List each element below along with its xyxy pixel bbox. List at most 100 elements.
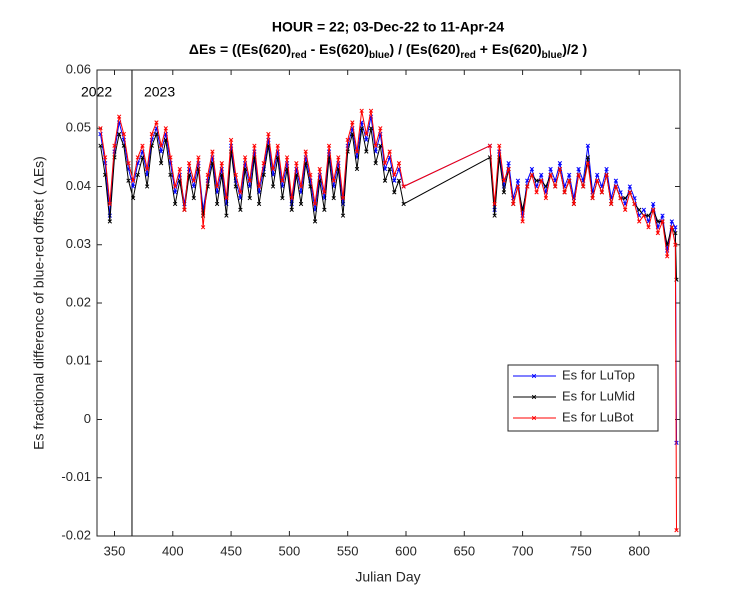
marker (252, 143, 257, 148)
marker (168, 155, 173, 160)
marker (646, 225, 651, 230)
marker (543, 195, 549, 201)
marker (378, 143, 383, 148)
marker (130, 195, 136, 201)
marker (112, 143, 117, 148)
marker (576, 172, 581, 178)
marker (224, 195, 229, 201)
title-part: )/2 ) (562, 41, 587, 57)
marker (214, 201, 220, 207)
marker (604, 172, 609, 178)
marker (623, 207, 628, 212)
marker (247, 178, 252, 183)
marker (396, 161, 402, 166)
marker (562, 190, 567, 195)
marker (531, 373, 537, 379)
y-tick-label: 0 (84, 411, 91, 426)
marker (506, 161, 511, 166)
marker (261, 161, 266, 166)
marker (238, 190, 243, 195)
marker (130, 178, 136, 183)
chart-subtitle: ΔEs = ((Es(620)red - Es(620)blue) / (Es(… (189, 41, 587, 61)
marker (392, 178, 397, 183)
marker (168, 172, 173, 178)
marker (103, 155, 108, 160)
marker (126, 161, 131, 166)
marker (501, 178, 507, 183)
subscript: blue (369, 50, 390, 61)
marker (107, 201, 112, 207)
marker (163, 126, 168, 131)
marker (585, 143, 591, 148)
marker (501, 190, 507, 195)
legend-label: Es for LuMid (562, 388, 635, 403)
marker (641, 207, 647, 212)
marker (392, 190, 397, 195)
marker (673, 225, 678, 230)
marker (294, 161, 299, 166)
marker (487, 143, 493, 148)
marker (557, 166, 563, 172)
plot-area (98, 108, 679, 533)
marker (567, 178, 572, 183)
marker (368, 108, 374, 113)
marker (261, 172, 266, 178)
marker (354, 166, 360, 172)
marker (651, 207, 656, 212)
marker (340, 195, 346, 201)
legend-label: Es for LuTop (562, 367, 635, 382)
marker (98, 126, 103, 131)
marker (303, 149, 308, 154)
marker (534, 178, 539, 183)
marker (396, 178, 402, 183)
marker (387, 166, 392, 172)
marker (317, 166, 322, 172)
marker (177, 166, 182, 172)
marker (595, 178, 600, 183)
marker (336, 155, 341, 160)
y-tick-label: 0.03 (66, 236, 91, 251)
marker (609, 201, 614, 207)
marker (270, 184, 276, 189)
marker (660, 219, 665, 224)
marker (392, 172, 397, 178)
y-tick-label: -0.02 (61, 527, 91, 542)
legend-label: Es for LuBot (562, 409, 634, 424)
marker (637, 219, 642, 224)
marker (378, 126, 383, 131)
marker (506, 166, 511, 172)
marker (553, 184, 558, 189)
marker (387, 149, 392, 154)
marker (548, 166, 553, 172)
marker (604, 166, 609, 172)
marker (613, 178, 619, 183)
marker (219, 161, 224, 166)
x-tick-label: 650 (453, 543, 475, 558)
marker (531, 394, 537, 400)
marker (539, 172, 544, 178)
marker (623, 195, 628, 201)
marker (354, 149, 360, 154)
marker (256, 201, 262, 207)
marker (571, 201, 577, 207)
marker (665, 254, 670, 259)
subscript: blue (542, 50, 563, 61)
y-tick-label: -0.01 (61, 469, 91, 484)
marker (539, 178, 544, 183)
x-tick-label: 350 (104, 543, 126, 558)
legend: Es for LuTop Es for LuMid Es for LuBot (507, 364, 659, 432)
marker (326, 143, 332, 148)
x-tick-label: 500 (279, 543, 301, 558)
series-line (100, 110, 677, 531)
x-tick-label: 700 (512, 543, 534, 558)
marker (280, 195, 285, 201)
marker (673, 230, 678, 236)
marker (627, 184, 633, 189)
marker (140, 143, 145, 148)
marker (149, 131, 154, 137)
marker (567, 172, 572, 178)
marker (289, 195, 294, 201)
marker (117, 131, 122, 137)
